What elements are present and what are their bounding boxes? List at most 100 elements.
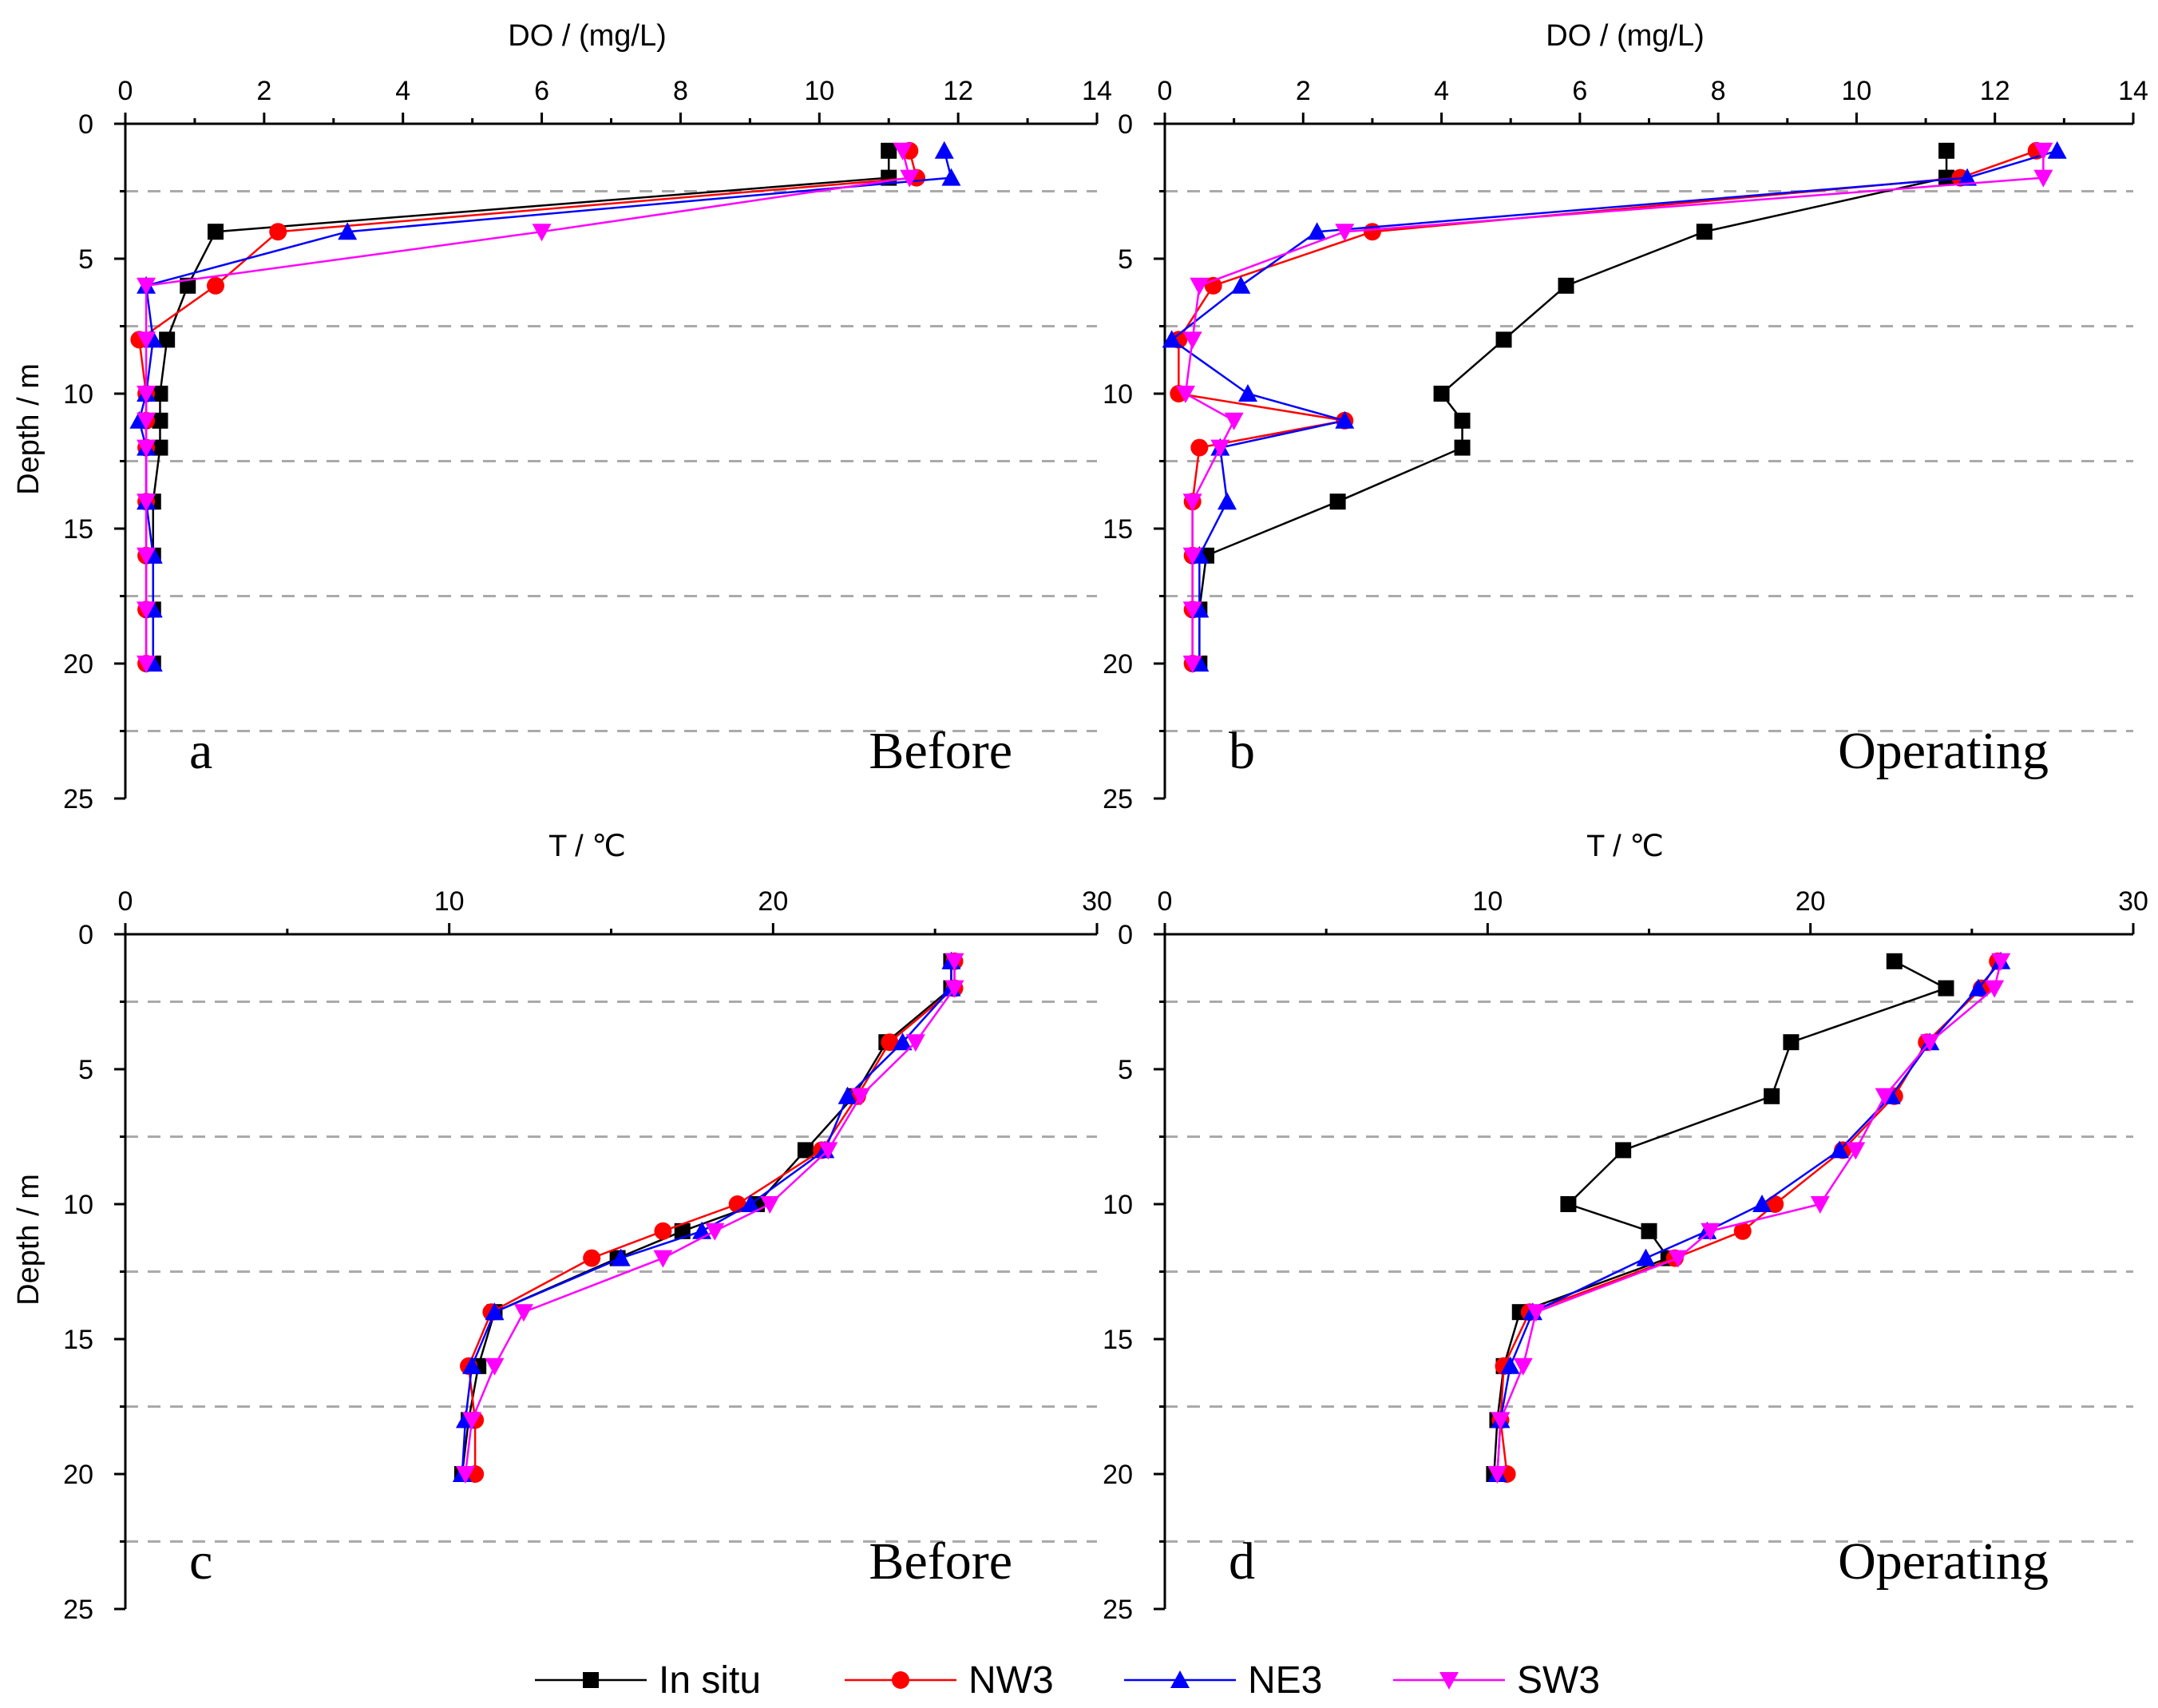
data-point bbox=[1182, 601, 1202, 620]
x-tick-label: 2 bbox=[1296, 76, 1311, 106]
y-tick-label: 25 bbox=[63, 784, 93, 814]
data-point bbox=[1454, 439, 1471, 456]
series-line bbox=[461, 961, 952, 1475]
y-tick-label: 5 bbox=[1118, 244, 1133, 275]
series-line bbox=[1178, 149, 2037, 664]
data-point bbox=[1487, 1466, 1507, 1484]
panel-a: 0 2 4 6 8 10 12 14 0 5 10 15 20 25 DO / (mg/L) Depth / … bbox=[12, 19, 1112, 814]
legend-label: NW3 bbox=[968, 1659, 1054, 1702]
data-point bbox=[1190, 277, 1210, 295]
series-line bbox=[467, 961, 956, 1474]
data-point bbox=[455, 1466, 475, 1484]
data-point bbox=[513, 1304, 533, 1322]
series-line bbox=[1170, 149, 2058, 664]
data-point bbox=[1696, 224, 1713, 240]
data-point bbox=[1991, 953, 2011, 971]
data-point bbox=[1938, 142, 1955, 159]
x-tick-label: 8 bbox=[1711, 76, 1726, 106]
y-axis-title: Depth / m bbox=[12, 1174, 46, 1306]
series-ne3 bbox=[1162, 141, 2067, 672]
y-tick-label: 25 bbox=[63, 1595, 93, 1625]
legend-label: In situ bbox=[659, 1659, 761, 1702]
y-tick-label: 5 bbox=[78, 244, 93, 275]
data-point bbox=[1526, 1304, 1546, 1322]
x-tick-label: 14 bbox=[2118, 76, 2148, 106]
y-tick-label: 15 bbox=[63, 514, 93, 545]
data-point bbox=[1938, 980, 1954, 997]
series-in-situ bbox=[1486, 953, 1954, 1482]
data-point bbox=[1615, 1142, 1632, 1159]
y-tick-label: 20 bbox=[63, 649, 93, 680]
data-point bbox=[485, 1302, 505, 1321]
x-tick-label: 0 bbox=[1158, 886, 1173, 917]
legend-marker bbox=[583, 1672, 599, 1688]
legend-label: SW3 bbox=[1517, 1659, 1600, 1702]
data-point bbox=[1810, 1196, 1830, 1214]
y-tick-label: 0 bbox=[78, 109, 93, 140]
series-line bbox=[464, 961, 956, 1475]
data-point bbox=[944, 980, 964, 998]
data-point bbox=[1335, 410, 1355, 429]
data-point bbox=[152, 386, 168, 402]
x-axis-title: T / ℃ bbox=[548, 830, 626, 863]
data-point bbox=[818, 1142, 838, 1160]
data-point bbox=[1162, 330, 1182, 348]
data-point bbox=[1752, 1195, 1772, 1212]
data-point bbox=[1958, 168, 1978, 186]
data-point bbox=[1363, 223, 1381, 241]
data-point bbox=[1920, 1034, 1940, 1052]
data-point bbox=[1968, 978, 1988, 997]
x-tick-label: 30 bbox=[1082, 886, 1112, 917]
data-point bbox=[462, 1412, 482, 1430]
data-point bbox=[1182, 656, 1202, 673]
y-tick-label: 10 bbox=[63, 379, 93, 410]
x-tick-label: 4 bbox=[1434, 76, 1449, 106]
series-line bbox=[461, 961, 952, 1475]
x-tick-label: 0 bbox=[118, 76, 133, 106]
data-point bbox=[583, 1249, 601, 1267]
series-sw3 bbox=[1487, 953, 2011, 1484]
x-tick-label: 30 bbox=[2118, 886, 2148, 917]
panel-letter: d bbox=[1229, 1532, 1255, 1591]
data-point bbox=[208, 224, 224, 240]
x-tick-label: 14 bbox=[1082, 76, 1112, 106]
data-point bbox=[2033, 142, 2053, 160]
data-point bbox=[1329, 493, 1346, 510]
legend-label: NE3 bbox=[1248, 1659, 1322, 1702]
data-point bbox=[152, 412, 168, 429]
panel-c: 0 10 20 30 0 5 10 15 20 25 T / ℃ Depth / m c Before bbox=[12, 830, 1112, 1625]
data-point bbox=[1182, 547, 1202, 565]
data-point bbox=[1875, 1088, 1895, 1106]
series-sw3 bbox=[137, 142, 920, 673]
data-point bbox=[1560, 1196, 1577, 1212]
data-point bbox=[1307, 222, 1327, 240]
x-tick-label: 12 bbox=[943, 76, 973, 106]
data-point bbox=[137, 277, 156, 295]
data-point bbox=[338, 222, 358, 240]
panel-b: 0 2 4 6 8 10 12 14 0 5 10 15 20 25 DO / (mg/L) b Operati… bbox=[1103, 19, 2148, 814]
y-tick-label: 15 bbox=[1103, 514, 1133, 545]
condition-label: Before bbox=[869, 1532, 1012, 1591]
panel-d: 0 10 20 30 0 5 10 15 20 25 T / ℃ d Operating bbox=[1103, 830, 2148, 1625]
y-tick-label: 5 bbox=[78, 1055, 93, 1085]
data-point bbox=[1231, 275, 1251, 294]
legend-item: NW3 bbox=[845, 1659, 1054, 1702]
series-line bbox=[1496, 961, 2002, 1475]
data-point bbox=[137, 547, 156, 565]
series-line bbox=[138, 150, 953, 664]
y-tick-label: 25 bbox=[1103, 1595, 1133, 1625]
x-tick-label: 6 bbox=[1572, 76, 1587, 106]
data-point bbox=[1886, 953, 1903, 969]
data-point bbox=[137, 331, 156, 350]
data-point bbox=[137, 493, 156, 512]
x-axis-title: DO / (mg/L) bbox=[508, 19, 666, 53]
y-tick-label: 0 bbox=[78, 920, 93, 950]
data-point bbox=[1641, 1223, 1657, 1239]
x-tick-label: 20 bbox=[758, 886, 788, 917]
data-point bbox=[1175, 386, 1195, 403]
data-point bbox=[893, 1032, 913, 1051]
data-point bbox=[1182, 331, 1202, 350]
data-point bbox=[944, 953, 964, 971]
data-point bbox=[137, 386, 156, 403]
data-point bbox=[837, 1086, 857, 1104]
